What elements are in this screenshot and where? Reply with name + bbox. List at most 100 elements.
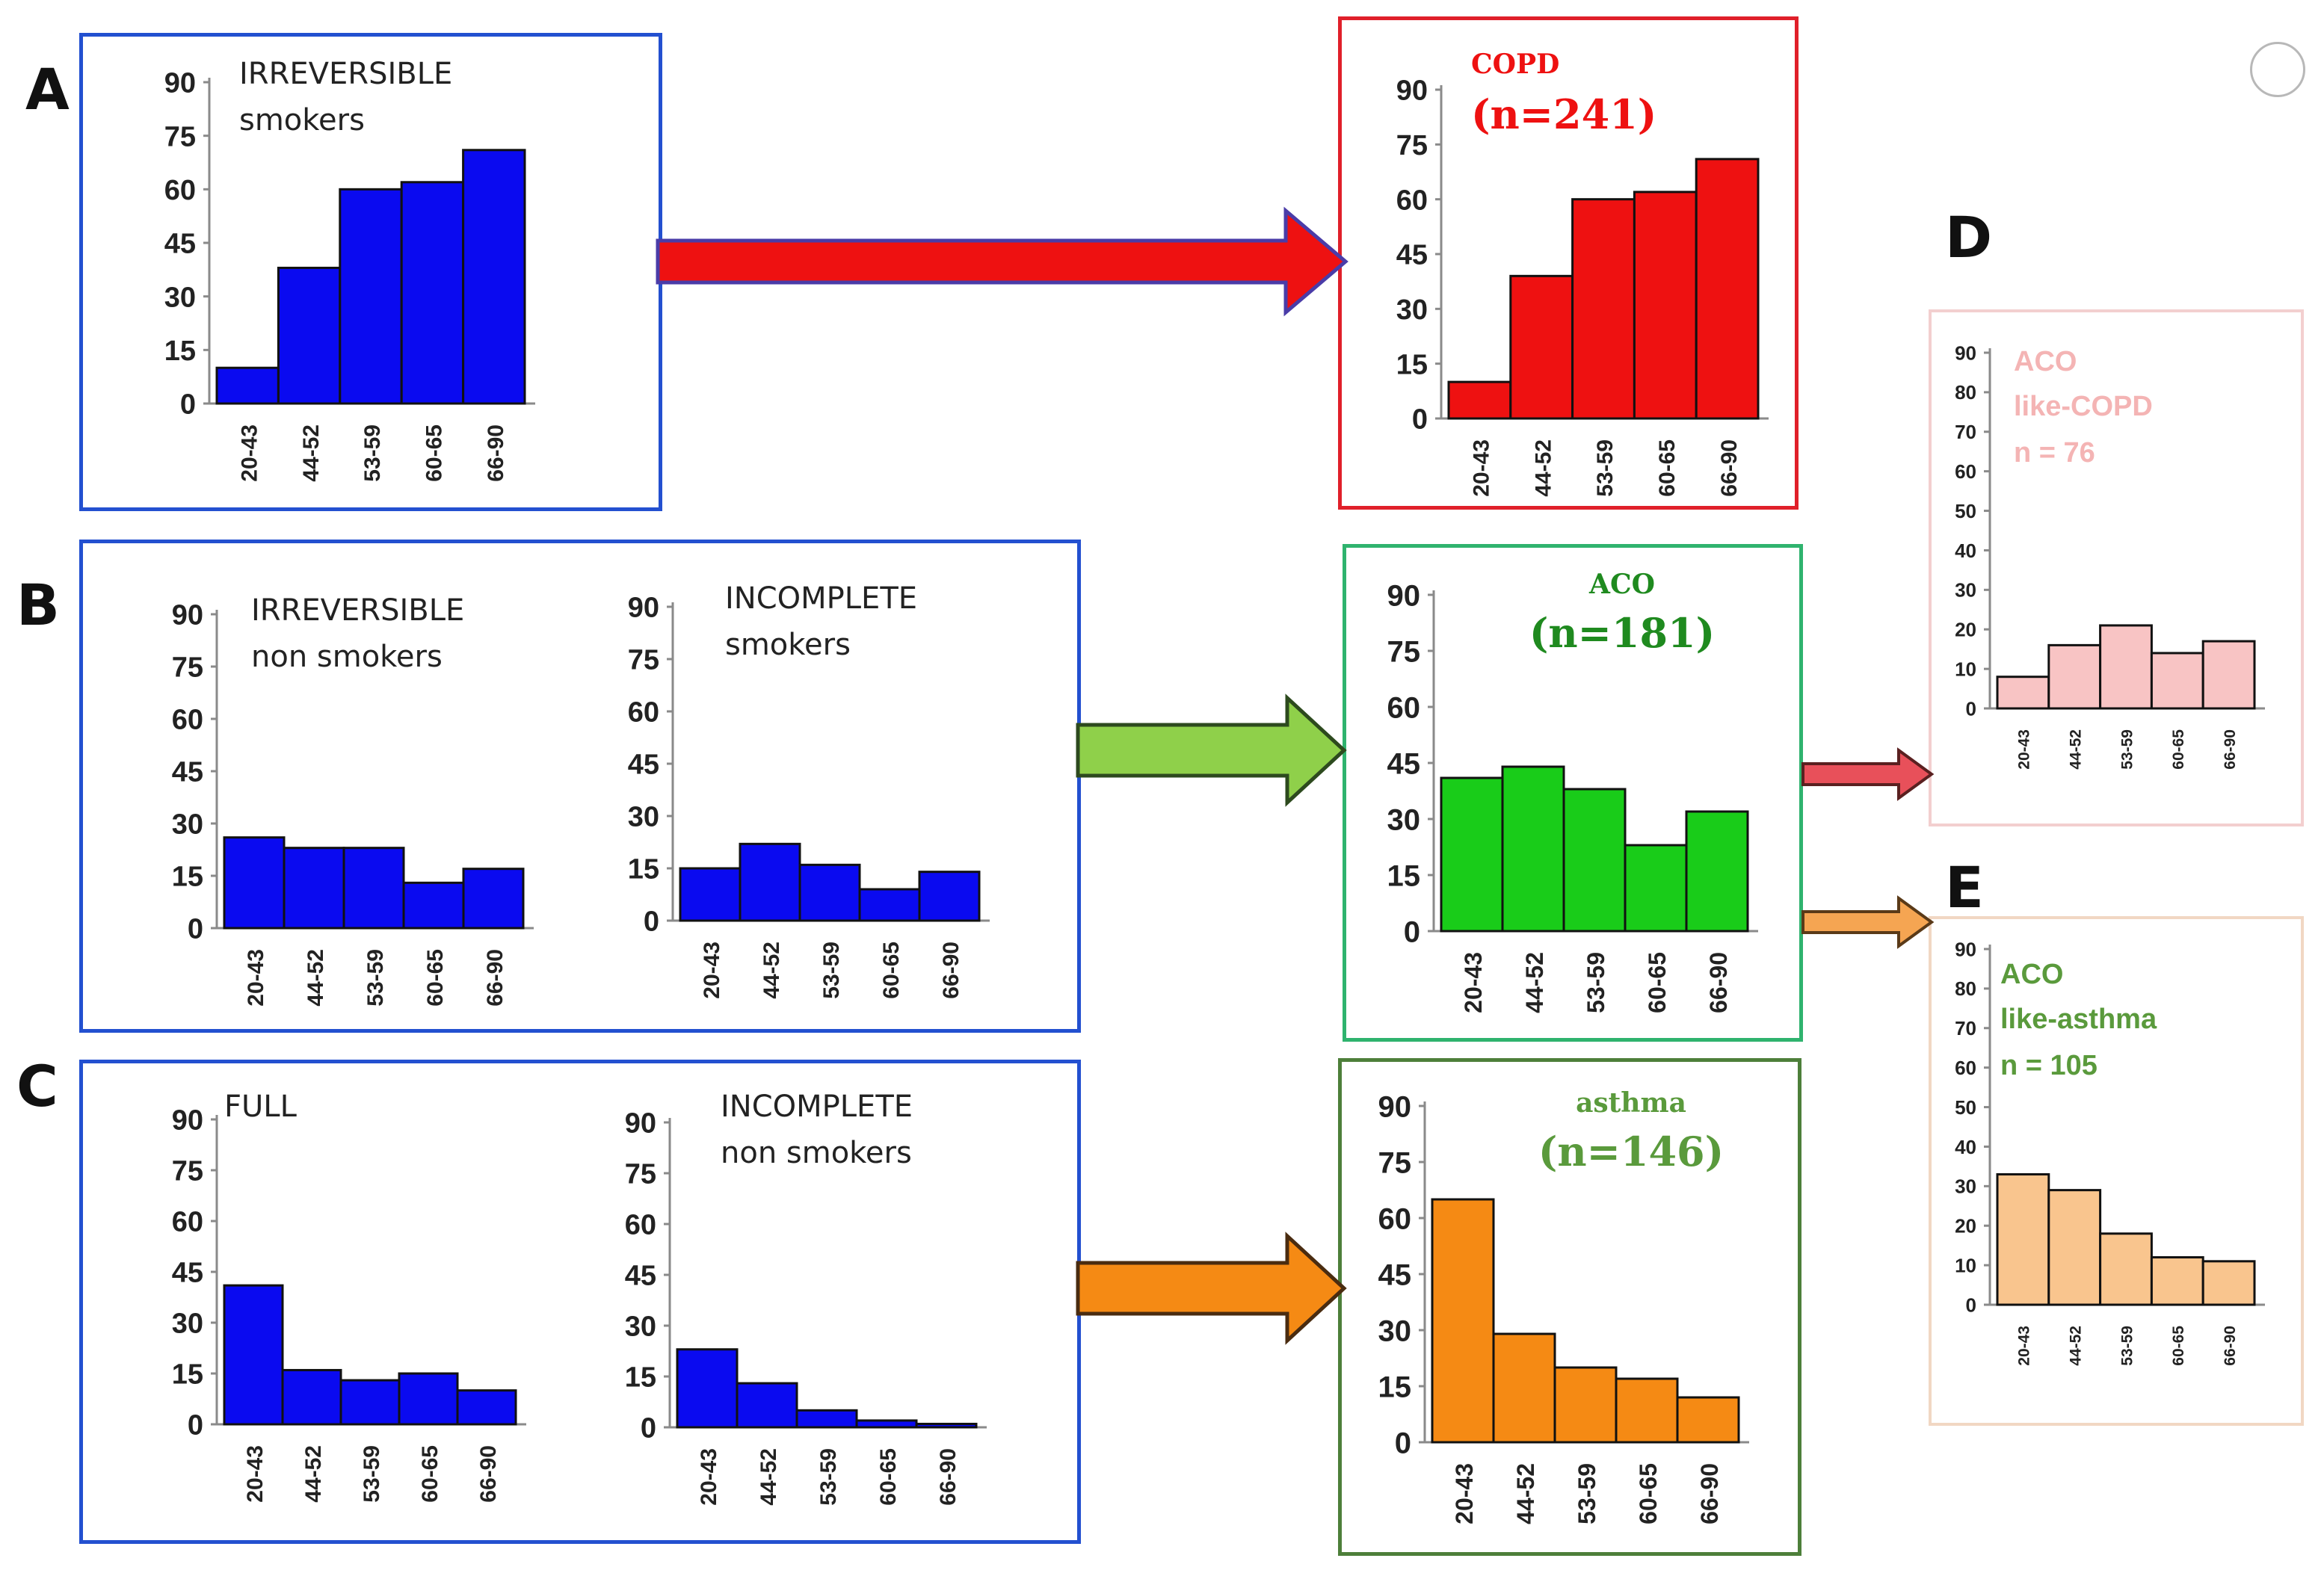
arrow-to-asthma xyxy=(1076,1232,1347,1345)
panel-e-frame xyxy=(1929,916,2304,1426)
y-tick-label: 90 xyxy=(625,1108,656,1140)
x-tick-label: 53-59 xyxy=(360,1445,384,1503)
panel-c-asthma-frame xyxy=(1338,1058,1801,1556)
y-tick-label: 60 xyxy=(1387,691,1421,724)
x-tick-label: 44-52 xyxy=(756,1448,781,1506)
bar-53-59 xyxy=(2099,1232,2153,1306)
x-tick-label: 66-90 xyxy=(484,424,508,482)
x-tick-label: 66-90 xyxy=(2222,1326,2239,1366)
y-tick-label: 30 xyxy=(628,802,659,833)
x-tick-label: 66-90 xyxy=(936,1448,961,1506)
panel-b-aco-frame xyxy=(1343,544,1803,1042)
y-tick-label: 20 xyxy=(1955,1215,1976,1237)
y-tick-label: 45 xyxy=(628,750,659,781)
y-tick-label: 60 xyxy=(628,697,659,729)
y-tick-label: 15 xyxy=(1387,859,1421,892)
bar-20-43 xyxy=(679,867,742,922)
arrow-to-aco-like-asthma xyxy=(1801,895,1935,949)
y-tick-label: 90 xyxy=(1955,938,1976,960)
y-tick-label: 80 xyxy=(1955,977,1976,1000)
y-tick-label: 0 xyxy=(180,389,196,421)
bar-44-52 xyxy=(281,1368,342,1426)
bar-66-90 xyxy=(915,1422,978,1429)
bar-53-59 xyxy=(2099,624,2153,710)
y-tick-label: 30 xyxy=(1955,1175,1976,1198)
y-tick-label: 75 xyxy=(164,121,196,152)
y-tick-label: 0 xyxy=(1966,697,1976,720)
x-tick-label: 53-59 xyxy=(360,424,385,482)
x-tick-label: 60-65 xyxy=(418,1445,443,1503)
y-tick-label: 0 xyxy=(1966,1294,1976,1316)
chart-count-note: n = 76 xyxy=(2014,437,2095,469)
bar-20-43 xyxy=(223,836,286,930)
y-tick-label: 0 xyxy=(1395,1427,1411,1459)
y-tick-label: 80 xyxy=(1955,381,1976,404)
bar-66-90 xyxy=(2201,640,2256,710)
panel-letter-e: E xyxy=(1945,854,1984,921)
y-tick-label: 90 xyxy=(1378,1090,1412,1123)
panel-letter-c: C xyxy=(16,1053,58,1119)
y-tick-label: 60 xyxy=(172,1207,203,1238)
bar-44-52 xyxy=(739,842,801,922)
chart-title: INCOMPLETE xyxy=(721,1090,913,1124)
y-tick-label: 0 xyxy=(1412,404,1428,436)
x-tick-label: 66-90 xyxy=(483,949,508,1007)
y-tick-label: 90 xyxy=(1955,342,1976,364)
panel-letter-d: D xyxy=(1945,204,1993,271)
bar-66-90 xyxy=(1676,1396,1740,1444)
y-tick-label: 90 xyxy=(172,600,203,631)
x-tick-label: 44-52 xyxy=(303,949,328,1007)
y-tick-label: 60 xyxy=(164,175,196,206)
bar-60-65 xyxy=(400,181,465,405)
y-tick-label: 30 xyxy=(1396,294,1428,326)
y-tick-label: 75 xyxy=(628,645,659,676)
x-tick-label: 66-90 xyxy=(2222,729,2239,770)
y-tick-label: 75 xyxy=(1378,1146,1412,1179)
y-tick-label: 15 xyxy=(625,1362,656,1394)
x-tick-label: 60-65 xyxy=(879,942,904,999)
x-tick-label: 66-90 xyxy=(939,942,964,999)
y-tick-label: 45 xyxy=(172,1258,203,1289)
x-tick-label: 44-52 xyxy=(299,424,324,482)
x-tick-label: 20-43 xyxy=(2016,729,2033,770)
y-tick-label: 45 xyxy=(1396,240,1428,271)
y-tick-label: 75 xyxy=(172,652,203,684)
bar-44-52 xyxy=(2047,1189,2102,1306)
y-tick-label: 60 xyxy=(172,705,203,736)
y-tick-label: 60 xyxy=(1955,1057,1976,1079)
chart-title: IRREVERSIBLE xyxy=(251,593,464,628)
bar-20-43 xyxy=(1996,1172,2050,1306)
y-tick-label: 45 xyxy=(172,757,203,788)
panel-letter-a: A xyxy=(25,56,70,123)
y-tick-label: 90 xyxy=(1396,75,1428,107)
arrow-to-copd xyxy=(656,206,1349,317)
chart-subtitle: non smokers xyxy=(251,640,443,674)
y-tick-label: 45 xyxy=(1387,747,1421,780)
arrow-to-aco-like-copd xyxy=(1801,747,1935,801)
y-tick-label: 30 xyxy=(1387,803,1421,836)
chart-subtitle: smokers xyxy=(725,628,851,662)
y-tick-label: 60 xyxy=(1955,460,1976,483)
y-tick-label: 15 xyxy=(1396,349,1428,380)
y-tick-label: 0 xyxy=(644,906,659,938)
x-tick-label: 60-65 xyxy=(1644,952,1671,1013)
y-tick-label: 50 xyxy=(1955,1096,1976,1119)
x-tick-label: 44-52 xyxy=(759,942,784,999)
y-tick-label: 75 xyxy=(1387,635,1421,668)
bar-66-90 xyxy=(462,868,525,930)
panel-d-frame xyxy=(1929,309,2304,826)
y-tick-label: 30 xyxy=(625,1311,656,1343)
x-tick-label: 53-59 xyxy=(1582,952,1609,1013)
bar-66-90 xyxy=(1695,158,1760,420)
x-tick-label: 53-59 xyxy=(2118,1326,2136,1366)
chart-title: FULL xyxy=(224,1090,298,1124)
y-tick-label: 60 xyxy=(625,1210,656,1241)
x-tick-label: 20-43 xyxy=(2016,1326,2033,1366)
chart-title: IRREVERSIBLE xyxy=(239,57,452,91)
y-tick-label: 15 xyxy=(1378,1370,1412,1403)
y-tick-label: 75 xyxy=(625,1159,656,1190)
x-tick-label: 60-65 xyxy=(2170,729,2187,770)
